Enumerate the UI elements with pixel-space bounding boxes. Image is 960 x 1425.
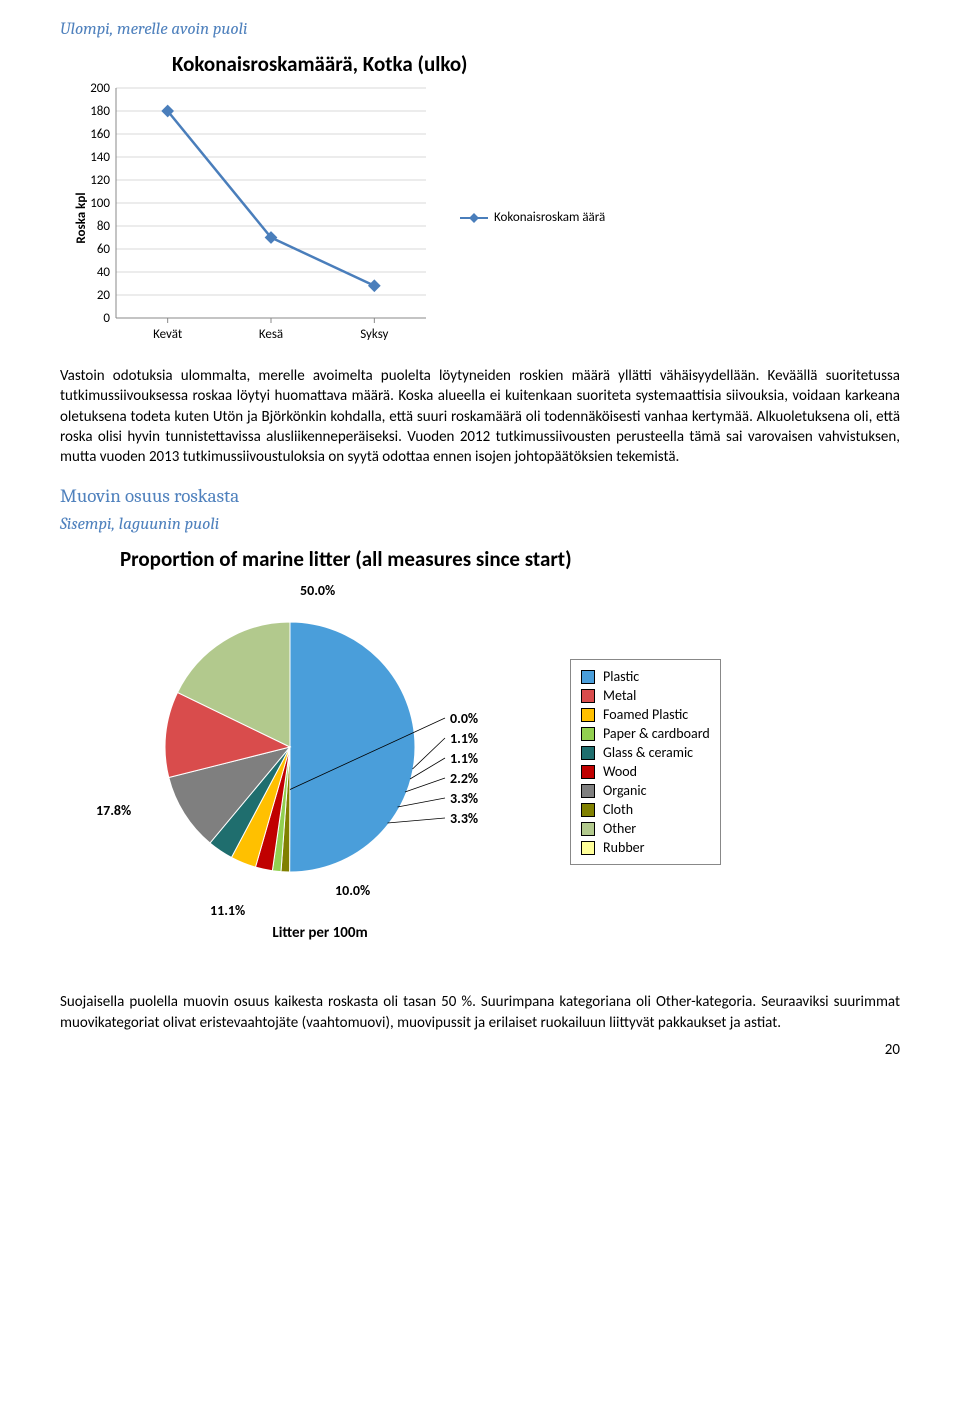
svg-text:200: 200 bbox=[90, 83, 110, 96]
pie-chart-xlabel: Litter per 100m bbox=[272, 924, 367, 942]
line-chart-ylabel: Roska kpl bbox=[74, 192, 89, 243]
pie-legend-item: Metal bbox=[581, 687, 710, 704]
pie-legend-item: Plastic bbox=[581, 668, 710, 685]
svg-text:160: 160 bbox=[90, 127, 110, 142]
pie-legend-swatch bbox=[581, 689, 595, 703]
pie-legend-swatch bbox=[581, 803, 595, 817]
pie-legend-swatch bbox=[581, 727, 595, 741]
paragraph-2: Suojaisella puolella muovin osuus kaikes… bbox=[60, 992, 900, 1033]
svg-text:20: 20 bbox=[97, 288, 111, 303]
pie-legend-label: Metal bbox=[603, 687, 636, 704]
svg-text:0: 0 bbox=[103, 311, 110, 326]
pie-legend-swatch bbox=[581, 746, 595, 760]
sub-section-heading: Sisempi, laguunin puoli bbox=[60, 515, 900, 534]
pie-chart: Litter per 100m 50.0% 0.0% 1.1% 1.1% 2.2% 3.3… bbox=[100, 582, 900, 942]
line-legend-marker bbox=[460, 217, 488, 219]
top-section-heading: Ulompi, merelle avoin puoli bbox=[60, 20, 900, 39]
line-chart-legend: Kokonaisroskam äärä bbox=[460, 210, 605, 225]
pie-slice-label: 10.0% bbox=[335, 882, 370, 899]
page-number: 20 bbox=[885, 1041, 900, 1059]
pie-legend-item: Rubber bbox=[581, 839, 710, 856]
pie-slice-label: 0.0% bbox=[450, 710, 478, 727]
pie-slice-label: 2.2% bbox=[450, 770, 478, 787]
pie-legend-item: Organic bbox=[581, 782, 710, 799]
pie-legend-item: Glass & ceramic bbox=[581, 744, 710, 761]
section-heading: Muovin osuus roskasta bbox=[60, 485, 900, 507]
pie-legend-label: Wood bbox=[603, 763, 637, 780]
line-legend-label: Kokonaisroskam äärä bbox=[494, 210, 605, 225]
pie-legend-swatch bbox=[581, 670, 595, 684]
pie-legend-label: Other bbox=[603, 820, 636, 837]
svg-text:120: 120 bbox=[90, 173, 110, 188]
pie-legend-swatch bbox=[581, 822, 595, 836]
svg-text:100: 100 bbox=[90, 196, 110, 211]
pie-slice-label: 1.1% bbox=[450, 750, 478, 767]
svg-text:Kesä: Kesä bbox=[259, 327, 283, 342]
pie-legend-item: Wood bbox=[581, 763, 710, 780]
svg-text:140: 140 bbox=[90, 150, 110, 165]
line-chart: Kokonaisroskamäärä, Kotka (ulko) Roska k… bbox=[72, 51, 732, 352]
pie-legend-item: Paper & cardboard bbox=[581, 725, 710, 742]
pie-legend-item: Cloth bbox=[581, 801, 710, 818]
pie-legend-label: Organic bbox=[603, 782, 646, 799]
pie-slice-label: 11.1% bbox=[210, 902, 245, 919]
pie-legend-label: Cloth bbox=[603, 801, 633, 818]
svg-text:180: 180 bbox=[90, 104, 110, 119]
pie-chart-legend: Plastic Metal Foamed Plastic Paper & cardbo… bbox=[570, 659, 721, 865]
pie-legend-label: Rubber bbox=[603, 839, 645, 856]
pie-slice-label: 3.3% bbox=[450, 810, 478, 827]
pie-legend-item: Foamed Plastic bbox=[581, 706, 710, 723]
svg-text:40: 40 bbox=[97, 265, 111, 280]
pie-legend-swatch bbox=[581, 841, 595, 855]
svg-text:Syksy: Syksy bbox=[360, 327, 388, 342]
pie-chart-plot: Litter per 100m 50.0% 0.0% 1.1% 1.1% 2.2% 3.3… bbox=[100, 582, 540, 942]
pie-legend-label: Plastic bbox=[603, 668, 639, 685]
pie-slice-label: 3.3% bbox=[450, 790, 478, 807]
pie-slice-label: 1.1% bbox=[450, 730, 478, 747]
svg-text:80: 80 bbox=[97, 219, 111, 234]
pie-legend-label: Foamed Plastic bbox=[603, 706, 688, 723]
line-chart-title: Kokonaisroskamäärä, Kotka (ulko) bbox=[172, 51, 732, 77]
pie-chart-title: Proportion of marine litter (all measure… bbox=[120, 546, 900, 572]
pie-slice-label: 50.0% bbox=[300, 582, 335, 599]
pie-legend-label: Glass & ceramic bbox=[603, 744, 693, 761]
pie-legend-swatch bbox=[581, 708, 595, 722]
pie-slice-label: 17.8% bbox=[96, 802, 131, 819]
pie-legend-item: Other bbox=[581, 820, 710, 837]
svg-text:60: 60 bbox=[97, 242, 111, 257]
line-chart-plot: Roska kpl 0 20 40 60 80 100 120 140 160 180 200 Kev… bbox=[72, 83, 436, 352]
pie-legend-swatch bbox=[581, 784, 595, 798]
paragraph-1: Vastoin odotuksia ulommalta, merelle avo… bbox=[60, 366, 900, 467]
pie-legend-label: Paper & cardboard bbox=[603, 725, 710, 742]
pie-legend-swatch bbox=[581, 765, 595, 779]
svg-text:Kevät: Kevät bbox=[153, 327, 183, 342]
